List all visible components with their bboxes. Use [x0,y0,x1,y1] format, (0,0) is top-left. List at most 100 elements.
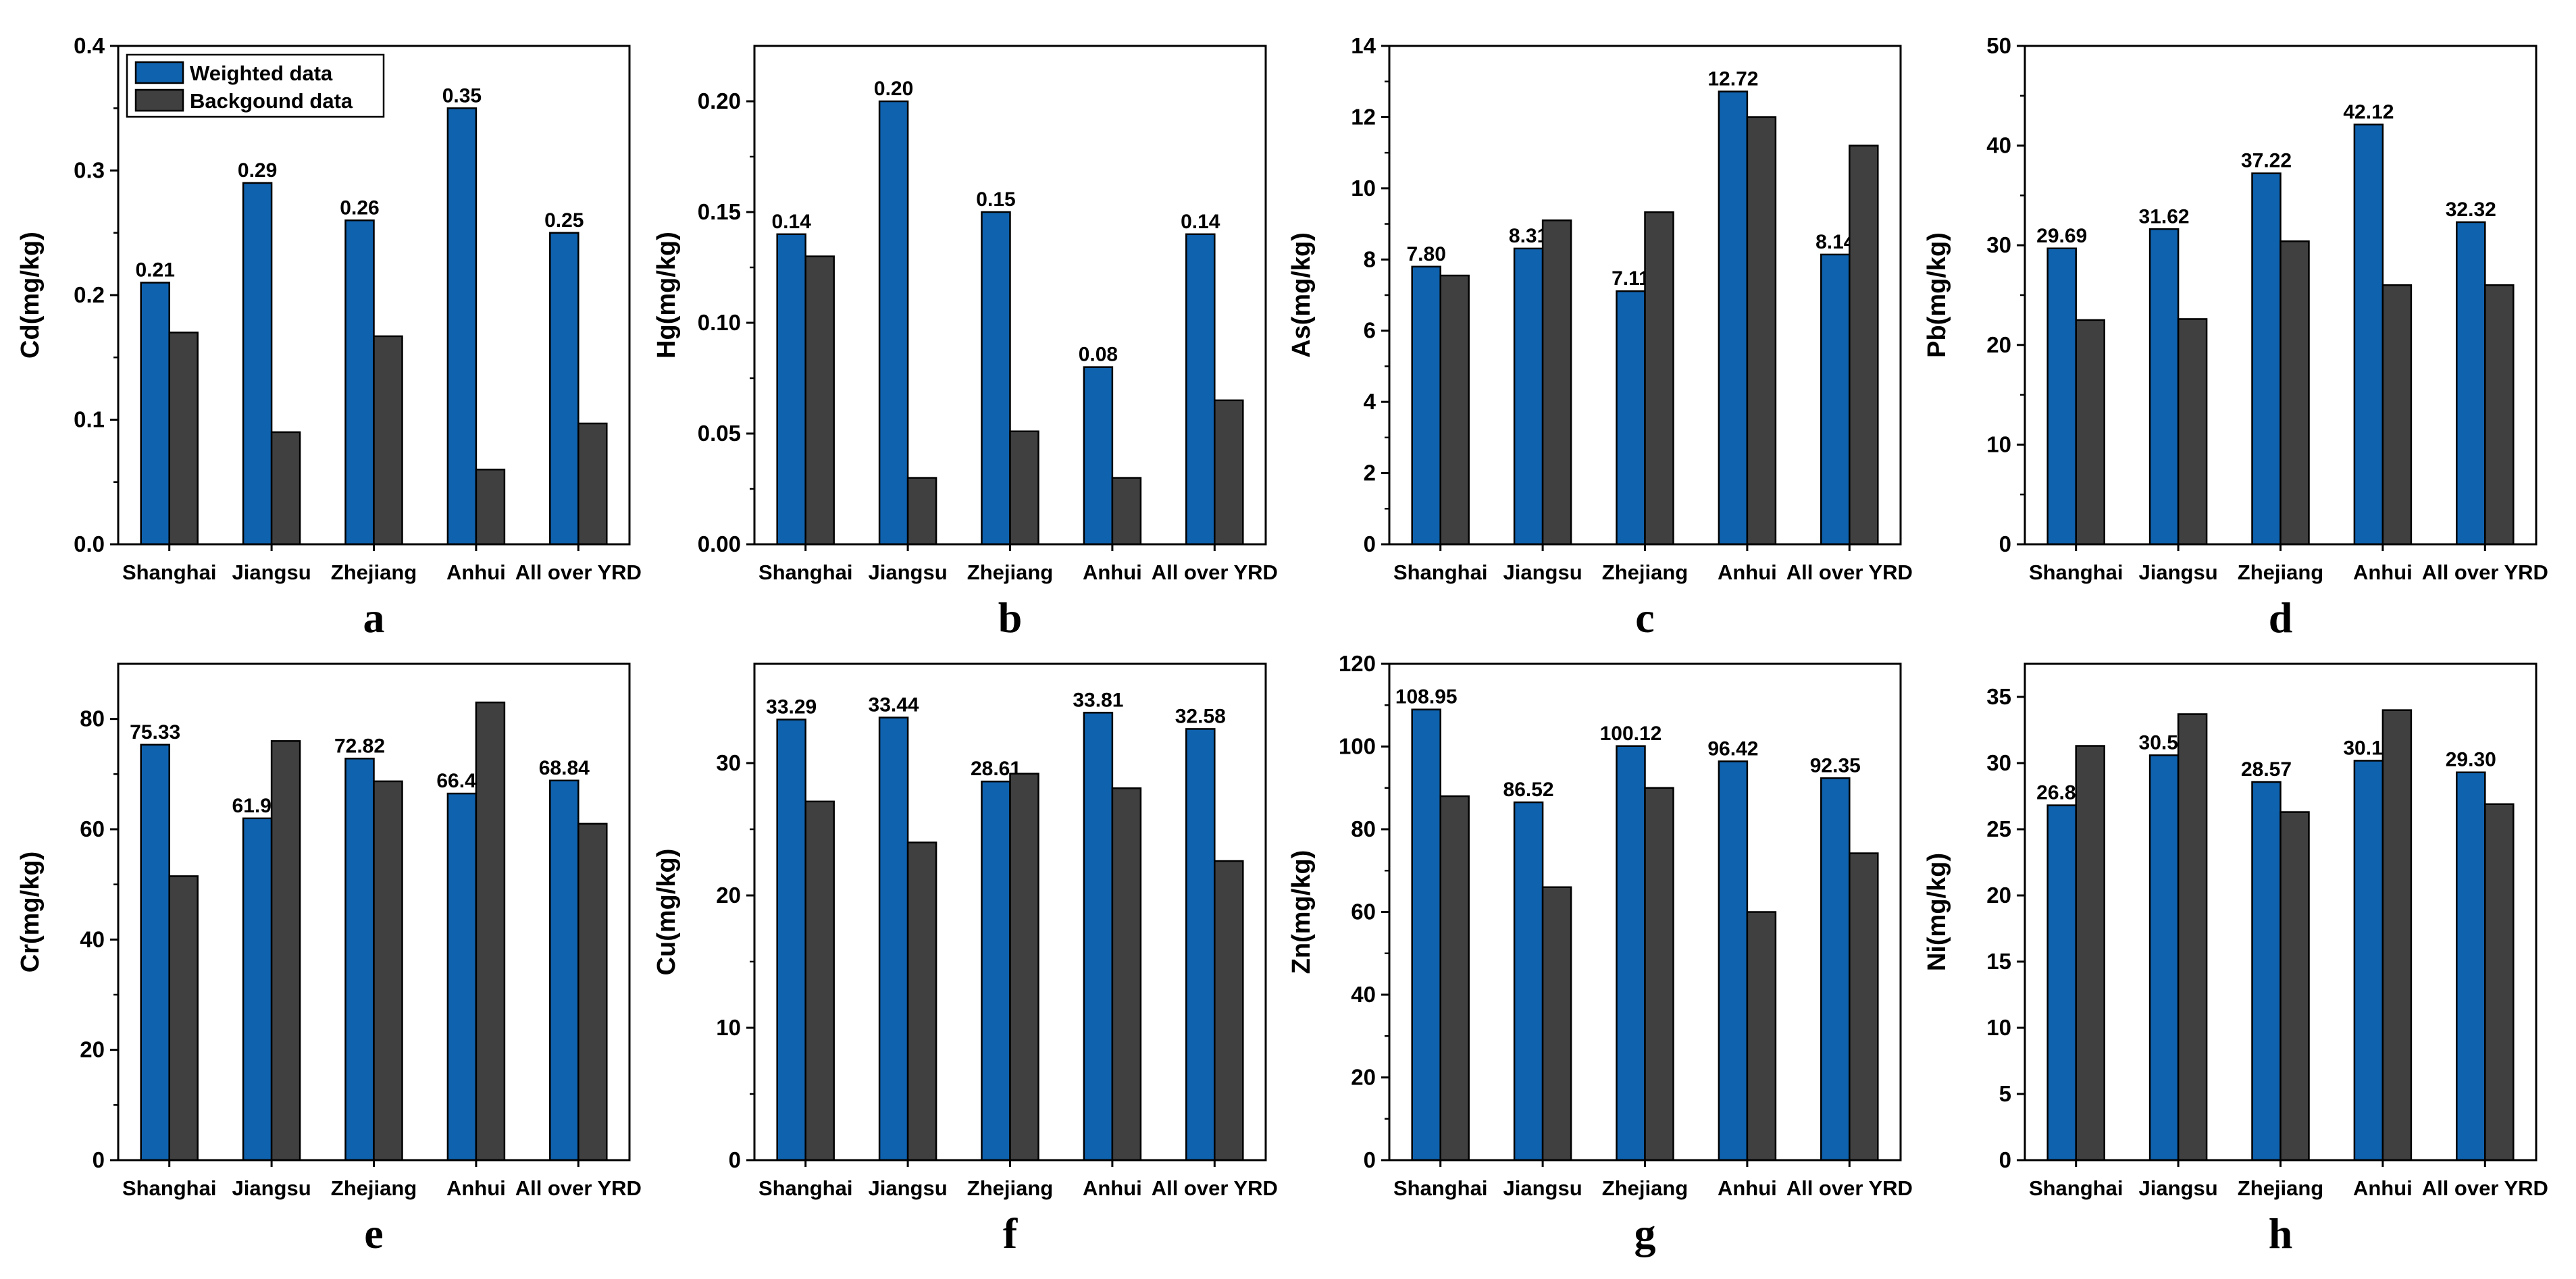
data-label-f-1: 33.29 [766,696,817,719]
y-tick-label-f-2: 20 [716,883,741,908]
weighted-bar-b-3 [981,211,1011,546]
y-tick-label-e-0: 0 [93,1147,105,1172]
category-label-e-2: Jiangsu [232,1176,311,1200]
background-bar-c-5 [1849,145,1879,546]
y-tick-label-c-5: 10 [1351,176,1376,201]
weighted-bar-c-3 [1616,290,1646,546]
background-bar-b-4 [1111,477,1142,546]
y-tick-label-b-3: 0.15 [698,199,741,224]
y-tick-label-c-0: 0 [1364,531,1376,556]
weighted-bar-g-4 [1718,760,1749,1161]
category-label-g-2: Jiangsu [1503,1176,1582,1200]
weighted-bar-a-3 [344,219,375,546]
y-tick-label-h-2: 10 [1986,1015,2011,1040]
data-label-g-4: 96.42 [1707,737,1758,760]
data-label-b-1: 0.14 [772,211,812,233]
y-tick-label-b-0: 0.00 [698,531,741,556]
data-label-g-2: 86.52 [1503,779,1554,801]
data-label-c-1: 7.80 [1407,243,1446,265]
data-label-g-5: 92.35 [1810,754,1861,777]
data-label-b-4: 0.08 [1079,344,1118,366]
y-tick-label-a-2: 0.2 [74,282,105,307]
weighted-bar-g-3 [1616,745,1646,1161]
category-label-f-4: Anhui [1083,1176,1142,1200]
category-label-d-2: Jiangsu [2139,560,2218,584]
y-tick-label-h-4: 20 [1986,883,2011,908]
background-bar-a-3 [373,335,403,546]
y-tick-label-a-3: 0.3 [74,158,105,183]
y-tick-label-h-0: 0 [1999,1147,2011,1172]
category-label-e-4: Anhui [446,1176,506,1200]
y-tick-label-d-0: 0 [1999,531,2011,556]
data-label-b-5: 0.14 [1181,211,1220,233]
y-tick-label-c-6: 12 [1351,104,1376,129]
y-tick-label-e-1: 20 [80,1037,105,1062]
background-bar-g-4 [1746,911,1777,1161]
category-label-a-5: All over YRD [515,560,642,584]
y-tick-label-c-1: 2 [1364,461,1376,486]
weighted-bar-e-1 [140,743,170,1161]
category-label-f-2: Jiangsu [869,1176,948,1200]
category-label-g-5: All over YRD [1786,1176,1913,1200]
y-tick-label-h-1: 5 [1999,1081,2011,1106]
category-label-d-4: Anhui [2353,560,2413,584]
background-bar-f-3 [1009,773,1039,1161]
y-tick-label-g-6: 120 [1339,651,1376,676]
background-bar-c-3 [1644,211,1674,546]
category-label-b-1: Shanghai [758,560,853,584]
background-bar-c-1 [1439,274,1470,546]
chart-panel-a: 0.21 0.29 0.26 0.35 0.25 0.0 0.1 0.2 0.3 0.4 Shang… [16,33,642,642]
panel-letter-g: g [1634,1209,1656,1257]
background-bar-d-3 [2279,240,2310,546]
weighted-bar-f-2 [878,716,909,1161]
y-axis-label-b: Hg(mg/kg) [652,232,681,359]
category-label-f-3: Zhejiang [967,1176,1053,1200]
data-label-d-2: 31.62 [2139,205,2190,228]
category-label-h-5: All over YRD [2422,1176,2548,1200]
category-label-h-4: Anhui [2353,1176,2413,1200]
data-label-c-4: 12.72 [1707,68,1758,90]
category-label-g-4: Anhui [1718,1176,1777,1200]
y-tick-label-g-0: 0 [1364,1147,1376,1172]
category-label-a-2: Jiangsu [232,560,311,584]
data-label-e-3: 72.82 [334,735,385,757]
category-label-e-1: Shanghai [122,1176,217,1200]
weighted-bar-h-5 [2456,771,2486,1161]
y-tick-label-c-7: 14 [1351,33,1376,58]
y-tick-label-d-1: 10 [1986,432,2011,456]
category-label-d-3: Zhejiang [2238,560,2323,584]
y-tick-label-h-6: 30 [1986,750,2011,775]
legend-label-weighted: Weighted data [190,61,333,85]
data-label-a-4: 0.35 [442,84,482,107]
background-bar-e-4 [475,701,506,1161]
weighted-bar-c-2 [1513,247,1544,546]
category-label-h-2: Jiangsu [2139,1176,2218,1200]
background-bar-g-5 [1849,852,1879,1161]
weighted-bar-d-3 [2251,172,2282,546]
weighted-bar-g-5 [1820,777,1851,1161]
weighted-bar-a-2 [242,182,273,546]
background-bar-f-1 [804,800,835,1161]
y-tick-label-h-5: 25 [1986,816,2011,841]
y-axis-label-d: Pb(mg/kg) [1923,232,1951,358]
data-label-d-5: 32.32 [2446,199,2496,221]
data-label-d-4: 42.12 [2343,101,2394,123]
y-tick-label-b-2: 0.10 [698,310,741,335]
category-label-h-3: Zhejiang [2238,1176,2323,1200]
category-label-c-3: Zhejiang [1602,560,1688,584]
background-bar-e-2 [270,740,301,1161]
chart-panel-h: 26.8130.5928.5730.1829.3005101520253035S… [1923,662,2548,1257]
y-tick-label-g-2: 40 [1351,982,1376,1007]
legend: Weighted data Backgound data [126,53,385,118]
weighted-bar-h-2 [2148,754,2180,1161]
background-bar-a-4 [475,469,506,546]
data-label-c-5: 8.14 [1815,231,1855,253]
background-bar-b-2 [906,477,937,546]
weighted-bar-d-5 [2456,221,2486,546]
weighted-bar-b-4 [1083,366,1114,546]
legend-swatch-weighted [134,61,184,84]
data-label-g-3: 100.12 [1600,723,1662,745]
y-tick-label-g-1: 20 [1351,1065,1376,1090]
y-tick-label-c-3: 6 [1364,318,1376,343]
